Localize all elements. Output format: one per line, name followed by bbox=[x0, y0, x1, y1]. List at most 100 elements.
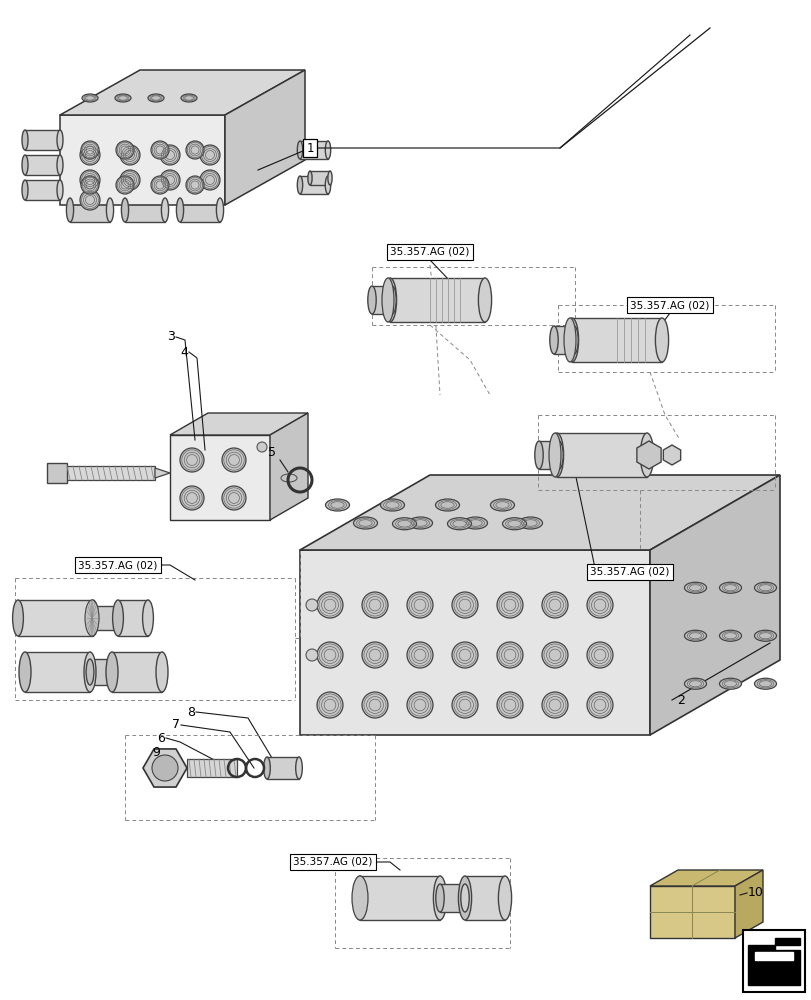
Bar bbox=[25, 652, 90, 692]
Bar bbox=[65, 466, 155, 480]
Circle shape bbox=[362, 692, 388, 718]
Polygon shape bbox=[649, 886, 734, 938]
Ellipse shape bbox=[564, 318, 575, 362]
Ellipse shape bbox=[325, 176, 330, 194]
Ellipse shape bbox=[325, 141, 330, 159]
Ellipse shape bbox=[478, 278, 491, 322]
Circle shape bbox=[316, 642, 342, 668]
Ellipse shape bbox=[264, 757, 270, 779]
Bar bbox=[371, 286, 392, 314]
Circle shape bbox=[452, 592, 478, 618]
Ellipse shape bbox=[22, 180, 28, 200]
Polygon shape bbox=[225, 70, 305, 205]
Bar bbox=[440, 884, 465, 912]
Bar bbox=[93, 606, 118, 630]
Circle shape bbox=[362, 592, 388, 618]
Ellipse shape bbox=[89, 606, 97, 630]
Text: 35.357.AG (02): 35.357.AG (02) bbox=[390, 247, 469, 257]
Bar bbox=[299, 176, 328, 194]
Ellipse shape bbox=[108, 659, 116, 685]
Ellipse shape bbox=[67, 198, 74, 222]
Circle shape bbox=[541, 692, 568, 718]
Polygon shape bbox=[169, 413, 307, 435]
Circle shape bbox=[120, 145, 139, 165]
Ellipse shape bbox=[19, 652, 31, 692]
Circle shape bbox=[160, 145, 180, 165]
Ellipse shape bbox=[548, 433, 560, 477]
Ellipse shape bbox=[408, 517, 432, 529]
Ellipse shape bbox=[22, 130, 28, 150]
Ellipse shape bbox=[753, 582, 775, 593]
Ellipse shape bbox=[549, 326, 557, 354]
Ellipse shape bbox=[392, 518, 416, 530]
Ellipse shape bbox=[88, 600, 98, 636]
Bar bbox=[310, 171, 329, 185]
Ellipse shape bbox=[106, 652, 118, 692]
Ellipse shape bbox=[328, 171, 332, 185]
Text: 10: 10 bbox=[747, 886, 763, 899]
Ellipse shape bbox=[57, 155, 63, 175]
Bar bbox=[112, 652, 162, 692]
Ellipse shape bbox=[13, 600, 24, 636]
Ellipse shape bbox=[351, 876, 367, 920]
Polygon shape bbox=[155, 468, 169, 478]
Bar bbox=[47, 463, 67, 483]
Text: 35.357.AG (02): 35.357.AG (02) bbox=[590, 567, 669, 577]
Bar bbox=[125, 198, 165, 222]
Ellipse shape bbox=[85, 600, 99, 636]
Ellipse shape bbox=[57, 130, 63, 150]
Ellipse shape bbox=[502, 518, 526, 530]
Ellipse shape bbox=[380, 499, 404, 511]
Ellipse shape bbox=[640, 433, 653, 477]
Bar bbox=[90, 659, 112, 685]
Ellipse shape bbox=[281, 474, 297, 482]
Text: 5: 5 bbox=[268, 446, 276, 458]
Circle shape bbox=[496, 692, 522, 718]
Circle shape bbox=[306, 649, 318, 661]
Bar bbox=[539, 441, 558, 469]
Ellipse shape bbox=[297, 141, 303, 159]
Ellipse shape bbox=[115, 94, 131, 102]
Text: 35.357.AG (02): 35.357.AG (02) bbox=[293, 857, 372, 867]
Circle shape bbox=[541, 642, 568, 668]
Bar bbox=[267, 757, 298, 779]
Ellipse shape bbox=[753, 678, 775, 689]
Ellipse shape bbox=[106, 198, 114, 222]
Ellipse shape bbox=[297, 176, 303, 194]
Polygon shape bbox=[649, 870, 762, 886]
Circle shape bbox=[316, 692, 342, 718]
Ellipse shape bbox=[156, 652, 168, 692]
Ellipse shape bbox=[534, 441, 543, 469]
Polygon shape bbox=[60, 70, 305, 115]
Polygon shape bbox=[143, 749, 187, 787]
Text: 1: 1 bbox=[306, 142, 313, 155]
Ellipse shape bbox=[325, 499, 349, 511]
Circle shape bbox=[152, 755, 178, 781]
Bar bbox=[556, 433, 646, 477]
Text: 35.357.AG (02): 35.357.AG (02) bbox=[78, 560, 157, 570]
Ellipse shape bbox=[460, 884, 469, 912]
Circle shape bbox=[406, 692, 432, 718]
Circle shape bbox=[586, 592, 612, 618]
Ellipse shape bbox=[684, 678, 706, 689]
Circle shape bbox=[306, 599, 318, 611]
Text: 9: 9 bbox=[152, 746, 160, 760]
Ellipse shape bbox=[719, 582, 740, 593]
Circle shape bbox=[81, 176, 99, 194]
Polygon shape bbox=[747, 938, 799, 985]
Ellipse shape bbox=[490, 499, 514, 511]
Polygon shape bbox=[299, 475, 779, 550]
Ellipse shape bbox=[458, 876, 471, 920]
Bar bbox=[465, 876, 504, 920]
Bar bbox=[25, 155, 60, 175]
Circle shape bbox=[200, 170, 220, 190]
Ellipse shape bbox=[719, 678, 740, 689]
Bar bbox=[70, 198, 109, 222]
Ellipse shape bbox=[719, 630, 740, 641]
Ellipse shape bbox=[550, 433, 563, 477]
Circle shape bbox=[116, 176, 134, 194]
Text: 3: 3 bbox=[167, 330, 175, 344]
Circle shape bbox=[362, 642, 388, 668]
Circle shape bbox=[496, 592, 522, 618]
Bar bbox=[571, 318, 661, 362]
